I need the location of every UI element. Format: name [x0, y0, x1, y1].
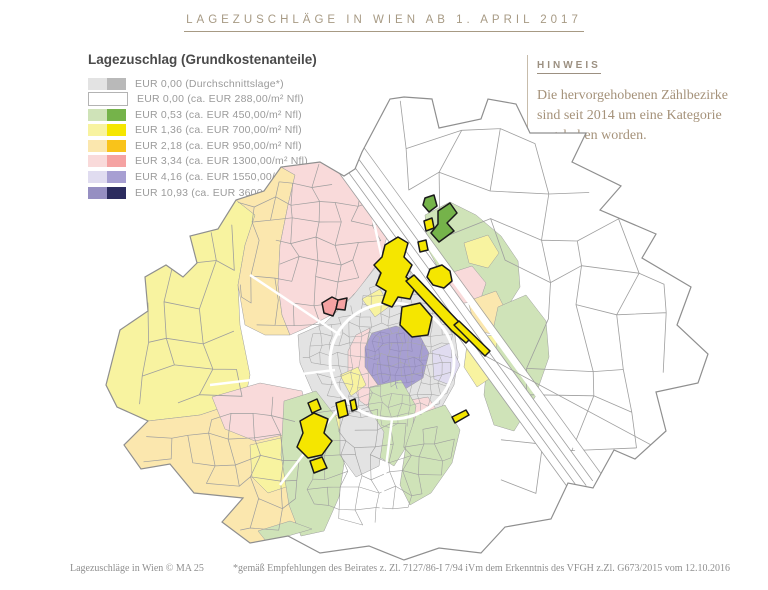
legend-item: EUR 3,34 (ca. EUR 1300,00/m² Nfl)	[88, 155, 348, 168]
legend-swatch-light	[89, 93, 108, 106]
legend-rows: EUR 0,00 (Durchschnittslage*) EUR 0,00 (c…	[88, 77, 348, 199]
vienna-map	[40, 85, 740, 565]
map-highlighted-district	[373, 236, 417, 308]
page-header: LAGEZUSCHLÄGE IN WIEN AB 1. APRIL 2017	[0, 10, 768, 32]
legend-swatch-dark	[107, 155, 126, 168]
legend-item: EUR 0,00 (Durchschnittslage*)	[88, 77, 348, 90]
legend-swatch-light	[88, 155, 107, 168]
map-highlighted-district	[349, 398, 358, 412]
map-highlighted-district	[307, 398, 322, 414]
legend-item: EUR 0,00 (ca. EUR 288,00/m² Nfl)	[88, 92, 348, 107]
legend-item: EUR 1,36 (ca. EUR 700,00/m² Nfl)	[88, 124, 348, 137]
legend-swatch-light	[88, 139, 107, 152]
legend-item: EUR 2,18 (ca. EUR 950,00/m² Nfl)	[88, 139, 348, 152]
legend-swatch-dark	[107, 186, 126, 199]
map-highlighted-district	[451, 409, 470, 424]
map-highlighted-district	[309, 456, 328, 474]
legend-swatch-dark	[107, 108, 126, 121]
map-region-paleyellow-ne1	[463, 234, 500, 269]
legend-swatch	[88, 92, 128, 107]
legend-swatch-light	[88, 108, 107, 121]
legend-item: EUR 0,53 (ca. EUR 450,00/m² Nfl)	[88, 108, 348, 121]
legend-label: EUR 1,36 (ca. EUR 700,00/m² Nfl)	[135, 124, 302, 137]
map-highlighted-district	[417, 239, 429, 253]
page-title: LAGEZUSCHLÄGE IN WIEN AB 1. APRIL 2017	[184, 14, 584, 32]
map-outline	[105, 96, 709, 561]
map-region-west-yellow	[106, 199, 256, 422]
map-highlighted-district	[453, 320, 491, 357]
map-highlighted-district	[423, 217, 435, 232]
legend-label: EUR 2,18 (ca. EUR 950,00/m² Nfl)	[135, 139, 302, 152]
footer-note: *gemäß Empfehlungen des Beirates z. Zl. …	[233, 563, 730, 574]
vienna-map-svg	[105, 96, 709, 561]
legend: Lagezuschlag (Grundkostenanteile) EUR 0,…	[88, 52, 348, 202]
legend-label: EUR 0,00 (Durchschnittslage*)	[135, 77, 284, 90]
footer-copyright: Lagezuschläge in Wien © MA 25	[70, 563, 204, 574]
legend-swatch	[88, 155, 126, 168]
legend-swatch	[88, 124, 126, 137]
map-region-green-sliver	[257, 520, 313, 542]
legend-swatch	[88, 186, 126, 199]
legend-swatch-light	[88, 124, 107, 137]
legend-swatch	[88, 171, 126, 184]
legend-title: Lagezuschlag (Grundkostenanteile)	[88, 52, 317, 67]
legend-swatch	[88, 139, 126, 152]
legend-swatch	[88, 108, 126, 121]
legend-swatch-dark	[107, 139, 126, 152]
legend-label: EUR 0,00 (ca. EUR 288,00/m² Nfl)	[137, 93, 304, 106]
legend-swatch-dark	[107, 124, 126, 137]
legend-swatch	[88, 77, 126, 90]
legend-swatch-dark	[107, 171, 126, 184]
hinweis-section: HINWEIS Die hervorgehobenen Zählbezirke …	[537, 55, 742, 146]
hinweis-rule	[527, 55, 528, 137]
legend-swatch-dark	[108, 93, 127, 106]
legend-label: EUR 3,34 (ca. EUR 1300,00/m² Nfl)	[135, 155, 308, 168]
legend-swatch-light	[88, 171, 107, 184]
map-highlighted-district	[335, 297, 348, 311]
legend-swatch-light	[88, 186, 107, 199]
hinweis-body: Die hervorgehobenen Zählbezirke sind sei…	[537, 88, 728, 143]
legend-item: EUR 4,16 (ca. EUR 1550,00/m² Nfl)	[88, 171, 348, 184]
map-region-green-s3	[399, 404, 461, 506]
legend-swatch-light	[88, 77, 107, 90]
map-highlighted-district	[422, 194, 438, 213]
map-highlighted-district	[399, 302, 433, 338]
map-highlighted-district	[430, 202, 458, 243]
map-highlighted-district	[296, 412, 333, 459]
legend-label: EUR 4,16 (ca. EUR 1550,00/m² Nfl)	[135, 171, 308, 184]
hinweis-title: HINWEIS	[537, 60, 601, 74]
legend-label: EUR 0,53 (ca. EUR 450,00/m² Nfl)	[135, 108, 302, 121]
map-highlighted-district	[335, 399, 349, 419]
legend-swatch-dark	[107, 77, 126, 90]
map-highlighted-district	[426, 264, 453, 289]
map-highlighted-districts	[296, 194, 491, 474]
